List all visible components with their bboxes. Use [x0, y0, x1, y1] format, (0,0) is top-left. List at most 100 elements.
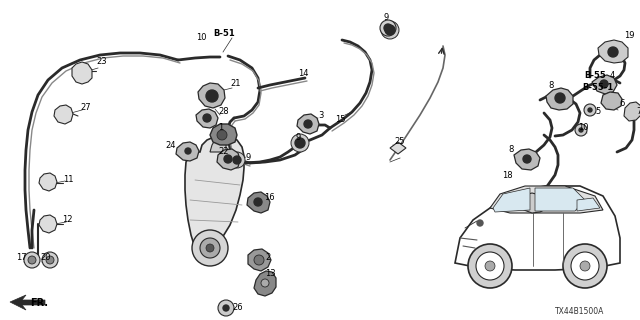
Circle shape — [28, 256, 36, 264]
Text: 6: 6 — [619, 99, 625, 108]
Circle shape — [203, 114, 211, 122]
Text: B-55-1: B-55-1 — [582, 84, 613, 92]
Text: 19: 19 — [624, 30, 634, 39]
Circle shape — [224, 155, 232, 163]
Polygon shape — [210, 137, 226, 152]
Circle shape — [575, 124, 587, 136]
Circle shape — [229, 152, 245, 168]
Polygon shape — [514, 149, 540, 170]
Text: 26: 26 — [232, 303, 243, 313]
Text: 25: 25 — [394, 138, 404, 147]
Text: 22: 22 — [218, 148, 228, 156]
Circle shape — [384, 24, 392, 32]
Circle shape — [218, 300, 234, 316]
Circle shape — [42, 252, 58, 268]
Text: 28: 28 — [218, 108, 228, 116]
Text: FR.: FR. — [30, 298, 48, 308]
Polygon shape — [493, 188, 530, 212]
Circle shape — [200, 238, 220, 258]
Text: TX44B1500A: TX44B1500A — [555, 308, 604, 316]
Text: 5: 5 — [595, 107, 600, 116]
Circle shape — [223, 305, 229, 311]
Circle shape — [217, 130, 227, 140]
Polygon shape — [535, 188, 585, 211]
Circle shape — [523, 155, 531, 163]
Text: 10: 10 — [196, 33, 207, 42]
Polygon shape — [176, 142, 199, 161]
Circle shape — [295, 138, 305, 148]
Circle shape — [584, 104, 596, 116]
Text: 9: 9 — [296, 133, 301, 142]
Text: 21: 21 — [230, 78, 241, 87]
Circle shape — [206, 244, 214, 252]
Circle shape — [477, 220, 483, 226]
Polygon shape — [254, 271, 276, 296]
Text: 10: 10 — [578, 123, 589, 132]
Polygon shape — [592, 75, 617, 94]
Text: 12: 12 — [62, 215, 72, 225]
Circle shape — [304, 120, 312, 128]
Polygon shape — [39, 215, 57, 233]
Text: 9: 9 — [246, 153, 252, 162]
Circle shape — [206, 90, 218, 102]
Text: 1: 1 — [218, 124, 223, 132]
Polygon shape — [518, 193, 548, 213]
Circle shape — [579, 128, 583, 132]
Polygon shape — [72, 62, 92, 84]
Circle shape — [291, 134, 309, 152]
Polygon shape — [546, 88, 573, 110]
Text: 24: 24 — [165, 140, 175, 149]
Text: B-55: B-55 — [584, 70, 605, 79]
Text: 3: 3 — [318, 110, 323, 119]
Polygon shape — [210, 124, 237, 145]
Circle shape — [261, 279, 269, 287]
Circle shape — [46, 256, 54, 264]
Text: 4: 4 — [610, 70, 615, 79]
Polygon shape — [39, 173, 57, 191]
Text: 8: 8 — [548, 81, 554, 90]
Circle shape — [381, 21, 399, 39]
Polygon shape — [297, 114, 319, 134]
Circle shape — [192, 230, 228, 266]
Text: 9: 9 — [383, 13, 388, 22]
Polygon shape — [217, 149, 240, 170]
Circle shape — [233, 156, 241, 164]
Circle shape — [571, 252, 599, 280]
Text: 11: 11 — [63, 174, 74, 183]
Polygon shape — [247, 192, 270, 213]
Polygon shape — [601, 92, 622, 110]
Text: 18: 18 — [502, 171, 513, 180]
Circle shape — [600, 80, 608, 88]
Text: 13: 13 — [265, 268, 276, 277]
Circle shape — [254, 255, 264, 265]
Circle shape — [24, 252, 40, 268]
Polygon shape — [198, 83, 225, 108]
Text: 15: 15 — [335, 116, 346, 124]
Circle shape — [563, 244, 607, 288]
Text: 23: 23 — [96, 58, 107, 67]
Circle shape — [476, 252, 504, 280]
Circle shape — [555, 93, 565, 103]
Polygon shape — [624, 102, 640, 121]
Circle shape — [254, 198, 262, 206]
Circle shape — [588, 108, 592, 112]
Circle shape — [380, 20, 396, 36]
Polygon shape — [248, 249, 271, 271]
Circle shape — [468, 244, 512, 288]
Polygon shape — [455, 186, 620, 270]
Text: B-51: B-51 — [213, 29, 235, 38]
Text: 2: 2 — [265, 252, 270, 261]
Polygon shape — [10, 295, 45, 310]
Text: 20: 20 — [40, 253, 51, 262]
Polygon shape — [598, 40, 628, 63]
Circle shape — [485, 261, 495, 271]
Circle shape — [608, 47, 618, 57]
Polygon shape — [185, 136, 244, 260]
Text: 17: 17 — [16, 253, 27, 262]
Circle shape — [580, 261, 590, 271]
Text: 16: 16 — [264, 194, 275, 203]
Text: 27: 27 — [80, 103, 91, 113]
Polygon shape — [54, 105, 73, 124]
Polygon shape — [490, 186, 603, 213]
Polygon shape — [577, 198, 600, 211]
